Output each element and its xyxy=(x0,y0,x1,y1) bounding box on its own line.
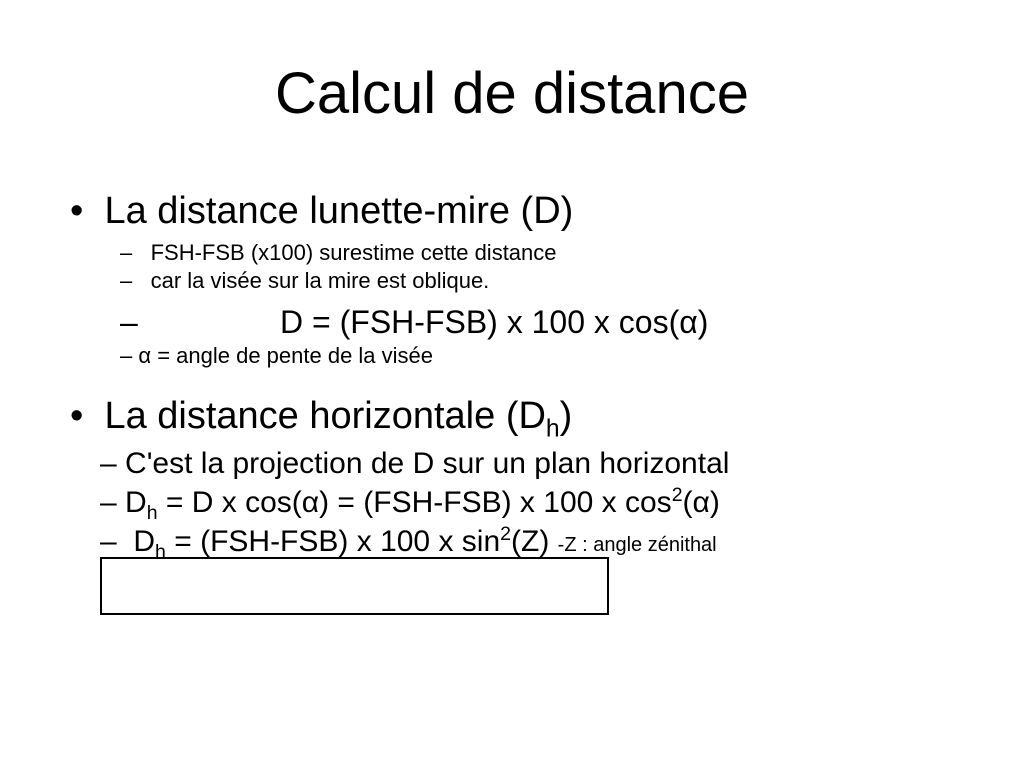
l2b: = D x cos(α) = (FSH-FSB) x 100 x cos xyxy=(158,486,672,519)
slide-title: Calcul de distance xyxy=(0,60,1024,127)
bullet: • xyxy=(70,190,83,232)
text: FSH-FSB (x100) surestime cette distance xyxy=(151,240,557,265)
l2c: (α) xyxy=(683,486,720,519)
dash: – xyxy=(100,525,117,558)
bullet: • xyxy=(70,395,83,437)
l3b: = (FSH-FSB) x 100 x sin xyxy=(166,525,500,558)
dash: – xyxy=(120,268,132,293)
l3a: D xyxy=(125,525,155,558)
dash: – xyxy=(100,447,117,480)
note-rest: = angle de pente de la visée xyxy=(151,343,433,368)
section1-note: – α = angle de pente de la visée xyxy=(120,343,984,369)
section1-sub2: – car la visée sur la mire est oblique. xyxy=(120,267,984,295)
l3z: Z : angle zénithal xyxy=(564,534,716,556)
section2-heading: • La distance horizontale (Dh) xyxy=(70,395,984,438)
dash: – xyxy=(100,486,117,519)
section1-sub1: – FSH-FSB (x100) surestime cette distanc… xyxy=(120,239,984,267)
section2-line3: – Dh = (FSH-FSB) x 100 x sin2(Z) -Z : an… xyxy=(100,522,984,561)
section1-formula: – D = (FSH-FSB) x 100 x cos(α) xyxy=(120,304,984,341)
heading-b: ) xyxy=(560,395,573,437)
note-dash-alpha: – α xyxy=(120,343,151,368)
dash: – xyxy=(120,304,138,340)
formula-text: D = (FSH-FSB) x 100 x cos(α) xyxy=(280,304,708,340)
highlight-box xyxy=(100,557,609,615)
section1-heading: • La distance lunette-mire (D) xyxy=(70,190,984,233)
l3c: (Z) xyxy=(511,525,558,558)
text: C'est la projection de D sur un plan hor… xyxy=(125,447,729,480)
dash: – xyxy=(120,240,132,265)
l3sub: h xyxy=(155,541,166,563)
section2-line1: – C'est la projection de D sur un plan h… xyxy=(100,444,984,483)
heading-text: La distance lunette-mire (D) xyxy=(104,190,573,232)
section2-line2: – Dh = D x cos(α) = (FSH-FSB) x 100 x co… xyxy=(100,483,984,522)
l2a: D xyxy=(125,486,147,519)
heading-a: La distance horizontale (D xyxy=(104,395,545,437)
l2sup: 2 xyxy=(672,484,683,506)
heading-sub: h xyxy=(546,416,560,443)
text: car la visée sur la mire est oblique. xyxy=(151,268,490,293)
l3sup: 2 xyxy=(500,523,511,545)
slide: Calcul de distance • La distance lunette… xyxy=(0,0,1024,768)
slide-body: • La distance lunette-mire (D) – FSH-FSB… xyxy=(70,190,984,561)
l2sub: h xyxy=(147,502,158,524)
